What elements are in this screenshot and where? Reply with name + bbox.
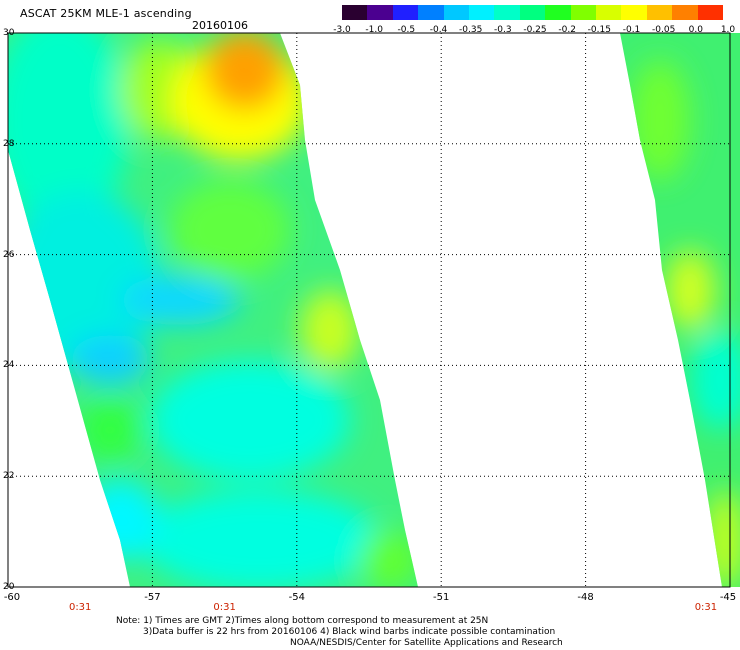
color-scale-segment <box>392 5 419 20</box>
graticule <box>7 32 731 588</box>
time-label: 0:31 <box>694 602 718 613</box>
color-scale-segment <box>443 5 470 20</box>
color-scale-tick-label: -0.25 <box>523 25 547 35</box>
color-scale-segment <box>519 5 546 20</box>
color-scale-segment <box>469 5 495 20</box>
color-scale-segment <box>596 5 622 20</box>
latitude-label: 30 <box>3 28 15 38</box>
color-scale-bar <box>342 5 724 20</box>
color-scale-segment <box>545 5 571 20</box>
latitude-label: 22 <box>3 471 15 482</box>
color-scale-tick-label: -0.35 <box>459 25 483 35</box>
latitude-label: 24 <box>3 360 15 371</box>
note-line-2: 3)Data buffer is 22 hrs from 20160106 4)… <box>143 627 556 637</box>
color-scale-segment <box>646 5 673 20</box>
color-scale-tick-label: -0.05 <box>652 25 676 35</box>
color-scale-tick-label: 1.0 <box>720 25 736 35</box>
latitude-label: 26 <box>3 249 15 260</box>
longitude-label: -48 <box>577 592 594 603</box>
color-scale-segment <box>621 5 647 20</box>
time-label: 0:31 <box>68 602 92 613</box>
longitude-label: -45 <box>719 592 737 603</box>
latitude-label: 28 <box>3 138 15 149</box>
color-scale-tick-label: -0.2 <box>558 25 576 35</box>
color-scale-segment <box>494 5 520 20</box>
time-label: 0:31 <box>213 602 236 613</box>
color-scale-tick-label: -0.5 <box>397 25 416 35</box>
color-scale-segment <box>697 5 724 20</box>
longitude-label: -60 <box>3 592 21 603</box>
color-scale-segment <box>570 5 597 20</box>
color-scale-segment <box>418 5 444 20</box>
color-scale-tick-label: -1.0 <box>365 25 383 35</box>
color-scale-tick-label: -0.1 <box>622 25 641 35</box>
color-scale-ticks: -3.0 -1.0 -0.5 -0.4 -0.35 -0.3 -0.25 -0.2 -0.15 -… <box>330 25 735 37</box>
color-scale-segment <box>342 5 368 20</box>
left-swath <box>8 33 418 587</box>
note-line-1: Note: 1) Times are GMT 2)Times along bot… <box>116 616 489 626</box>
map-title: ASCAT 25KM MLE-1 ascending <box>20 7 192 20</box>
map-date: 20160106 <box>192 19 248 32</box>
color-scale-tick-label: 0.0 <box>688 25 703 35</box>
color-scale-tick-label: -0.15 <box>587 25 611 35</box>
color-scale-segment <box>367 5 393 20</box>
right-swath <box>620 33 740 587</box>
color-scale-tick-label: -3.0 <box>333 25 351 35</box>
longitude-label: -51 <box>433 592 450 603</box>
latitude-label: 20 <box>3 582 15 592</box>
color-scale-tick-label: -0.3 <box>494 25 512 35</box>
longitude-label: -54 <box>288 592 305 603</box>
color-scale-segment <box>672 5 698 20</box>
note-line-3: NOAA/NESDIS/Center for Satellite Applica… <box>290 638 563 648</box>
longitude-label: -57 <box>144 592 161 603</box>
color-scale-tick-label: -0.4 <box>429 25 448 35</box>
